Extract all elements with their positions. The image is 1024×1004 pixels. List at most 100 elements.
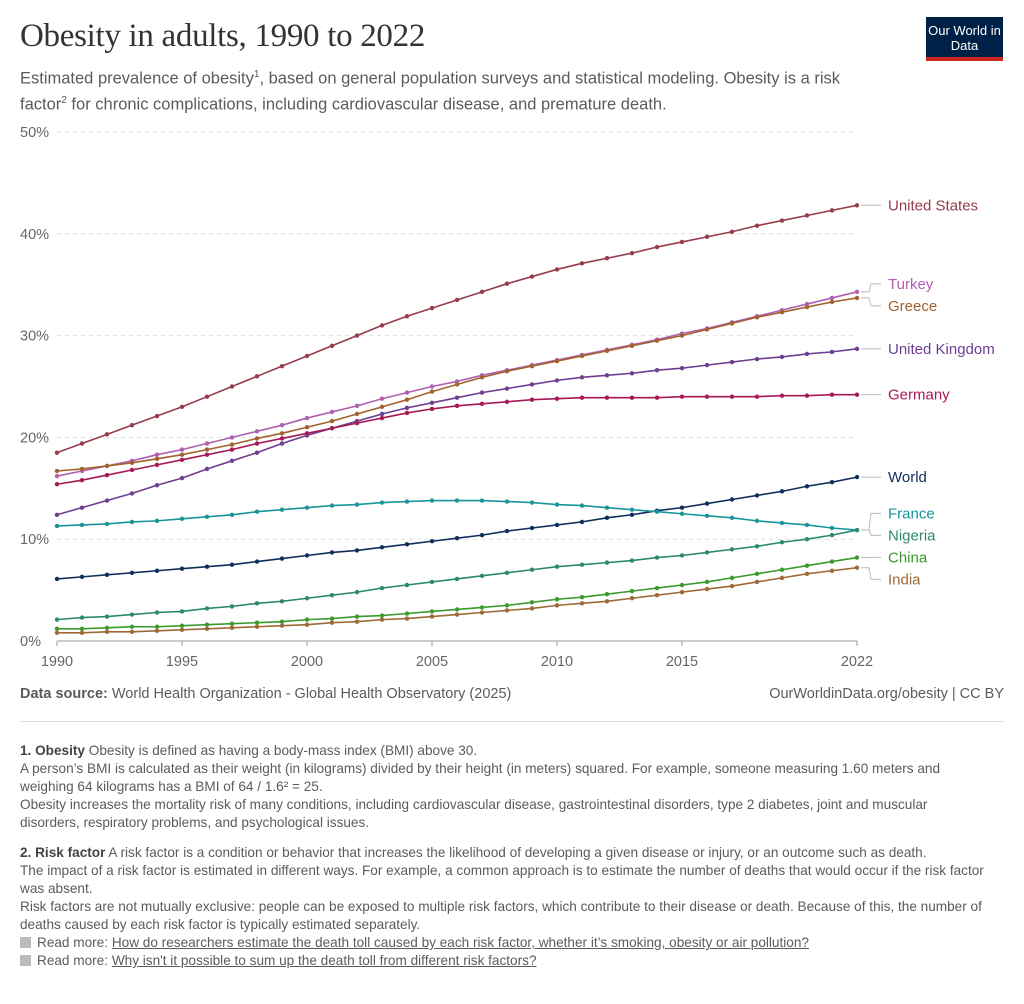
data-point [704,327,710,332]
data-point [329,426,335,431]
data-point [854,527,860,533]
footnote-ref-1[interactable]: 1 [253,69,260,80]
data-point [304,617,310,622]
data-point [429,305,435,311]
data-point [579,562,585,567]
data-point [404,582,410,588]
data-point [404,410,410,416]
read-more-link[interactable]: Why isn't it possible to sum up the deat… [111,953,537,968]
data-point [654,585,660,591]
series-label: India [888,571,921,588]
read-more-link[interactable]: How do researchers estimate the death to… [111,935,809,950]
label-connector [861,283,881,293]
data-point [404,314,410,319]
footnote-ref-2[interactable]: 2 [61,94,67,106]
data-point [454,379,460,384]
data-point [829,479,835,485]
data-point [129,460,135,466]
data-point [354,420,360,426]
read-more-label: Read more: [37,953,109,968]
data-point [404,405,410,411]
data-point [804,571,810,577]
series-line-united-kingdom [56,348,858,516]
data-point [454,535,460,541]
license[interactable]: OurWorldinData.org/obesity | CC BY [769,686,1004,702]
data-point [229,512,235,517]
subtitle-text: for chronic complications, including car… [66,95,667,113]
data-point [604,256,610,261]
data-point [229,562,235,567]
data-point [129,467,135,473]
data-point [154,452,160,457]
data-point [779,489,785,494]
data-point [679,365,685,371]
data-point [729,497,735,502]
data-point [229,625,235,630]
data-point [454,382,460,387]
data-point [254,624,260,629]
data-point [204,514,210,520]
data-point [454,607,460,612]
data-point [279,507,285,512]
footnotes: 1. Obesity Obesity is defined as having … [20,742,990,970]
data-point [479,532,485,538]
data-point [629,371,635,376]
data-point [379,617,385,622]
data-point [754,223,760,228]
data-point [79,615,85,620]
data-point [404,390,410,395]
data-point [379,545,385,550]
data-point [329,503,335,508]
data-point [379,323,385,328]
data-point [504,399,510,404]
data-point [729,575,735,581]
data-point [304,431,310,436]
owid-logo[interactable]: Our World in Data [926,17,1003,61]
data-point [804,522,810,528]
series-label: Germany [888,387,950,404]
data-point [829,299,835,305]
data-point [304,415,310,421]
read-more-label: Read more: [37,935,109,950]
data-point [179,609,185,614]
data-point [279,431,285,436]
series-label: United States [888,197,978,214]
data-point [179,452,185,457]
data-point [729,321,735,326]
data-point [304,553,310,558]
data-point [754,579,760,585]
data-point [429,609,435,614]
data-point [104,472,110,478]
line-chart: 0% 10% 20% 30% 40% 50% 1990 1995 2000 2005 2010 201… [20,125,995,670]
x-tick-label: 2022 [841,654,873,670]
data-point [754,315,760,320]
data-point [854,565,860,570]
data-point [79,626,85,631]
note-text: Obesity increases the mortality risk of … [20,797,928,830]
data-point [529,600,535,605]
data-point [354,502,360,507]
data-point [554,597,560,602]
data-point [104,521,110,527]
data-point [579,375,585,380]
data-point [804,301,810,307]
data-point [654,509,660,514]
label-connector [861,512,881,531]
data-point [54,576,60,582]
data-point [104,614,110,619]
series-line-china [57,556,858,630]
data-point [504,528,510,534]
data-point [204,452,210,457]
data-point [529,525,535,531]
data-point [204,394,210,399]
data-point [604,560,610,565]
data-point [179,516,185,522]
data-point [629,395,635,400]
y-tick-label: 50% [20,125,49,141]
data-point [329,418,335,424]
y-tick-label: 10% [20,532,49,548]
data-point [354,333,360,338]
data-point [654,338,660,343]
book-icon [20,937,31,948]
data-point [254,429,260,434]
